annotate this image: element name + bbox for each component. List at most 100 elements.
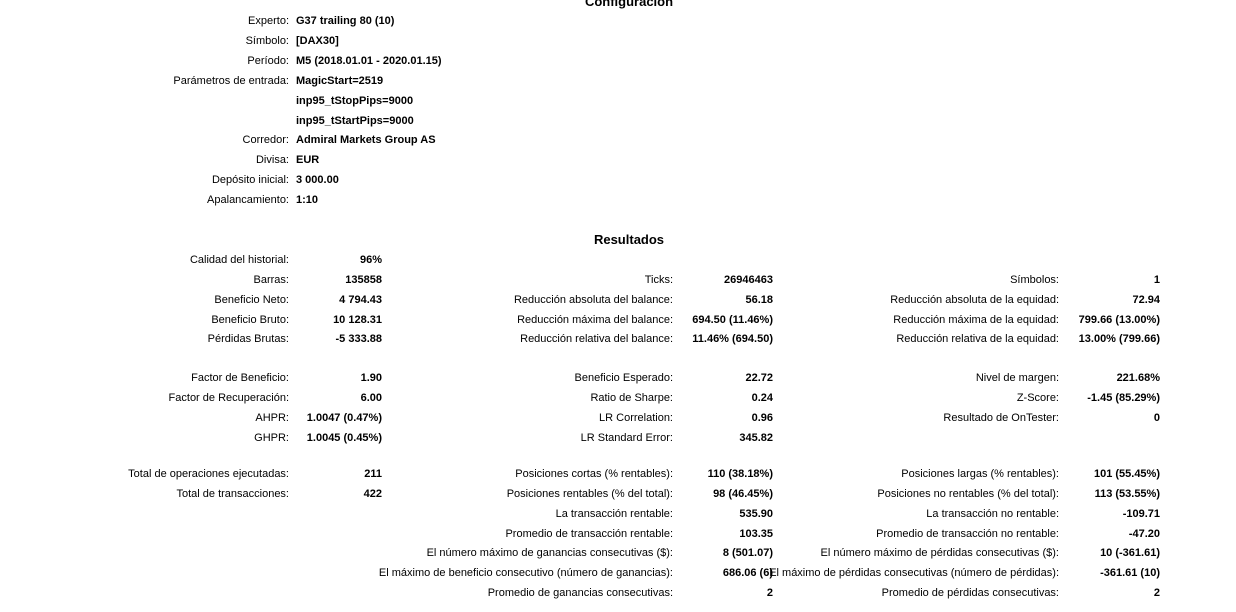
result-label: Reducción máxima del balance:	[517, 313, 673, 326]
result-value: 10 128.31	[333, 313, 382, 326]
config-label: Parámetros de entrada:	[173, 74, 289, 87]
result-label: Reducción máxima de la equidad:	[893, 313, 1059, 326]
result-value: 211	[364, 468, 382, 480]
result-label: Z-Score:	[1016, 391, 1059, 404]
result-label: Beneficio Esperado:	[574, 372, 673, 384]
result-value: 0	[1153, 411, 1160, 424]
result-value: 221.68%	[1116, 372, 1160, 384]
result-label: La transacción no rentable:	[926, 507, 1059, 520]
config-value: MagicStart=2519	[296, 74, 384, 87]
result-label: El máximo de beneficio consecutivo (núme…	[378, 567, 673, 580]
result-value: 22.72	[745, 372, 773, 384]
config-label: Corredor:	[242, 134, 289, 147]
result-label: Promedio de ganancias consecutivas:	[487, 587, 673, 600]
result-value: 0.24	[751, 391, 773, 404]
config-value: 1:10	[296, 194, 319, 207]
config-value: Admiral Markets Group AS	[296, 134, 436, 147]
result-label: Factor de Beneficio:	[191, 372, 289, 384]
result-label: Barras:	[253, 273, 289, 286]
result-label: Promedio de pérdidas consecutivas:	[881, 587, 1059, 600]
result-label: Promedio de transacción rentable:	[505, 527, 673, 540]
result-value: 113 (53.55%)	[1094, 487, 1160, 500]
config-value: EUR	[296, 154, 320, 167]
result-value: -1.45 (85.29%)	[1087, 391, 1160, 404]
result-label: Calidad del historial:	[189, 254, 289, 266]
result-value: 56.18	[745, 293, 773, 306]
config-value: 3 000.00	[296, 174, 339, 187]
result-value: 72.94	[1132, 293, 1160, 306]
config-label: Experto:	[248, 15, 289, 27]
result-label: Reducción relativa del balance:	[520, 333, 673, 346]
result-label: Reducción absoluta de la equidad:	[890, 293, 1059, 306]
result-value: 422	[363, 487, 382, 500]
result-value: 96%	[359, 254, 382, 266]
section-title: Configuración	[584, 0, 674, 9]
result-label: Reducción relativa de la equidad:	[896, 333, 1059, 346]
result-value: 2	[766, 587, 773, 600]
result-value: 135858	[345, 273, 382, 286]
result-label: Resultado de OnTester:	[943, 411, 1059, 424]
result-label: GHPR:	[254, 431, 289, 444]
result-label: Total de transacciones:	[176, 487, 289, 500]
result-value: 4 794.43	[339, 293, 382, 306]
result-label: AHPR:	[255, 411, 289, 424]
result-label: Beneficio Neto:	[214, 293, 289, 306]
result-value: 686.06 (6)	[722, 567, 773, 580]
config-label: Período:	[247, 54, 289, 67]
result-value: 535.90	[739, 507, 773, 520]
result-label: LR Correlation:	[599, 411, 673, 424]
result-value: 0.96	[751, 411, 773, 424]
result-label: Ratio de Sharpe:	[590, 391, 673, 404]
result-value: 103.35	[739, 527, 773, 540]
config-value: inp95_tStartPips=9000	[296, 114, 414, 127]
config-value: M5 (2018.01.01 - 2020.01.15)	[296, 54, 442, 67]
config-value: inp95_tStopPips=9000	[296, 94, 414, 107]
result-value: 2	[1153, 587, 1160, 600]
result-label: Beneficio Bruto:	[211, 313, 289, 326]
result-value: 26946463	[724, 273, 773, 286]
config-label: Apalancamiento:	[207, 194, 289, 207]
result-value: 1.90	[360, 372, 382, 384]
result-value: 1.0047 (0.47%)	[306, 411, 382, 424]
result-label: El número máximo de ganancias consecutiv…	[426, 547, 673, 560]
result-label: Posiciones no rentables (% del total):	[877, 487, 1059, 500]
result-value: 11.46% (694.50)	[692, 333, 773, 346]
result-value: -109.71	[1122, 507, 1160, 520]
result-value: 10 (-361.61)	[1100, 547, 1160, 560]
result-value: 1.0045 (0.45%)	[306, 431, 382, 444]
result-value: 799.66 (13.00%)	[1078, 313, 1160, 326]
result-label: Total de operaciones ejecutadas:	[128, 468, 289, 480]
result-label: El máximo de pérdidas consecutivas (núme…	[769, 567, 1059, 580]
result-label: Promedio de transacción no rentable:	[876, 527, 1059, 540]
result-value: 694.50 (11.46%)	[692, 313, 773, 326]
result-value: 8 (501.07)	[722, 547, 773, 560]
result-value: 1	[1153, 273, 1160, 286]
result-label: LR Standard Error:	[580, 431, 673, 444]
result-label: Símbolos:	[1010, 273, 1059, 286]
result-label: Ticks:	[644, 273, 673, 286]
result-value: 98 (46.45%)	[713, 487, 773, 500]
result-label: El número máximo de pérdidas consecutiva…	[820, 547, 1059, 560]
result-label: Pérdidas Brutas:	[207, 333, 289, 346]
config-value: G37 trailing 80 (10)	[296, 15, 395, 27]
result-label: La transacción rentable:	[555, 507, 673, 520]
result-value: 6.00	[360, 391, 382, 404]
result-label: Reducción absoluta del balance:	[513, 293, 673, 306]
result-label: Factor de Recuperación:	[168, 391, 289, 404]
result-value: -361.61 (10)	[1100, 567, 1160, 580]
result-value: -47.20	[1128, 527, 1160, 540]
result-value: -5 333.88	[335, 333, 382, 346]
config-label: Símbolo:	[245, 34, 289, 47]
result-value: 101 (55.45%)	[1093, 468, 1160, 480]
section-title: Resultados	[593, 232, 665, 247]
result-label: Posiciones cortas (% rentables):	[515, 468, 673, 480]
result-label: Posiciones largas (% rentables):	[901, 468, 1059, 480]
config-value: [DAX30]	[296, 34, 339, 47]
result-label: Posiciones rentables (% del total):	[506, 487, 673, 500]
config-label: Divisa:	[255, 154, 289, 167]
config-label: Depósito inicial:	[211, 174, 289, 187]
result-label: Nivel de margen:	[975, 372, 1059, 384]
result-value: 110 (38.18%)	[707, 468, 773, 480]
result-value: 345.82	[739, 431, 773, 444]
